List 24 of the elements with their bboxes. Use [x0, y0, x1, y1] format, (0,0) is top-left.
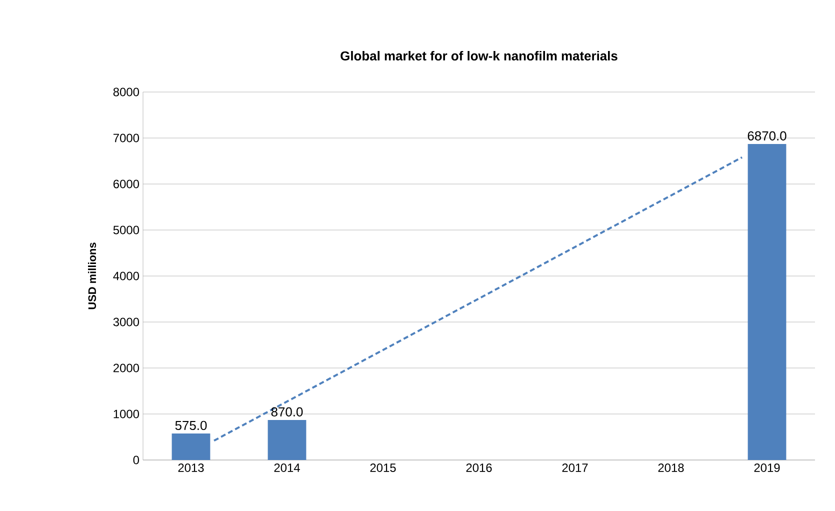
y-axis-title: USD millions	[88, 242, 96, 310]
y-tick-label: 8000	[113, 88, 140, 96]
data-label: 870.0	[271, 407, 303, 416]
x-tick-label: 2016	[466, 464, 492, 472]
y-tick-label: 3000	[113, 318, 140, 326]
y-tick-label: 1000	[114, 410, 140, 418]
chart-title: Global market for of low-k nanofilm materials	[340, 50, 618, 60]
x-tick-label: 2019	[754, 464, 780, 472]
x-tick-label: 2013	[178, 464, 204, 472]
y-tick-label: 4000	[113, 272, 140, 280]
data-label: 6870.0	[748, 131, 786, 140]
bar	[748, 144, 786, 460]
data-label: 575.0	[175, 420, 207, 430]
y-tick-label: 2000	[113, 364, 140, 372]
x-tick-label: 2015	[370, 464, 396, 472]
x-tick-label: 2018	[658, 464, 684, 472]
y-tick-label: 7000	[113, 134, 140, 142]
bar	[268, 420, 306, 460]
x-tick-label: 2017	[562, 464, 588, 472]
y-tick-label: 0	[133, 456, 140, 464]
y-tick-label: 5000	[113, 226, 140, 234]
y-tick-label: 6000	[113, 180, 140, 188]
bar	[172, 434, 210, 460]
x-tick-label: 2014	[274, 464, 300, 472]
